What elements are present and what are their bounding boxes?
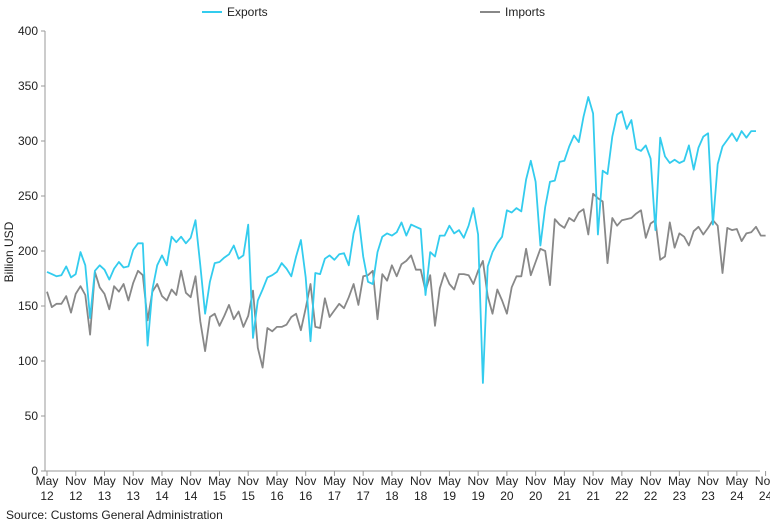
x-tick-label: Nov 16 (295, 474, 316, 503)
x-tick-label: May 15 (208, 474, 231, 503)
y-tick-label: 50 (25, 409, 39, 423)
x-tick-label: Nov 13 (123, 474, 144, 503)
x-tick-label: Nov 21 (582, 474, 603, 503)
x-axis: May 12 Nov 12 May 13 Nov 13 May 14 Nov 14 May 15 Nov 15… (36, 470, 770, 503)
x-tick-label: May 22 (611, 474, 634, 503)
x-tick-label: Nov 20 (525, 474, 546, 503)
legend-label-exports: Exports (227, 5, 268, 19)
x-tick-label: May 12 (36, 474, 59, 503)
legend-label-imports: Imports (505, 5, 545, 19)
x-tick-label: Nov 12 (65, 474, 86, 503)
x-tick-label: May 13 (93, 474, 116, 503)
x-tick-label: Nov 15 (238, 474, 259, 503)
y-tick-label: 250 (18, 189, 38, 203)
series-group (46, 96, 766, 384)
y-axis-title: Billion USD (2, 221, 16, 282)
y-tick-label: 400 (18, 24, 38, 38)
x-tick-label: May 16 (266, 474, 289, 503)
x-tick-label: May 20 (496, 474, 519, 503)
y-tick-label: 300 (18, 134, 38, 148)
y-tick-label: 150 (18, 299, 38, 313)
x-tick-label: May 14 (151, 474, 174, 503)
source-note: Source: Customs General Administration (6, 508, 223, 522)
x-tick-label: May 23 (668, 474, 691, 503)
x-tick-label: Nov 19 (467, 474, 488, 503)
legend: Exports Imports (202, 5, 545, 19)
x-tick-label: May 18 (381, 474, 404, 503)
y-tick-label: 0 (31, 464, 38, 478)
series-line-exports (46, 96, 756, 384)
x-tick-label: May 17 (323, 474, 346, 503)
x-tick-label: Nov 14 (180, 474, 201, 503)
x-tick-label: May 19 (438, 474, 461, 503)
x-tick-label: May 21 (553, 474, 576, 503)
x-tick-label: May 24 (726, 474, 749, 503)
y-tick-label: 200 (18, 244, 38, 258)
x-tick-label: Nov 23 (697, 474, 718, 503)
x-tick-label: Nov 22 (640, 474, 661, 503)
x-tick-label: Nov24 (755, 474, 770, 503)
series-line-imports (46, 192, 766, 369)
y-axis: 0 50 100 150 200 250 300 350 400 (18, 24, 46, 478)
y-tick-label: 350 (18, 79, 38, 93)
x-tick-label: Nov 18 (410, 474, 431, 503)
y-tick-label: 100 (18, 354, 38, 368)
x-tick-label: Nov 17 (353, 474, 374, 503)
